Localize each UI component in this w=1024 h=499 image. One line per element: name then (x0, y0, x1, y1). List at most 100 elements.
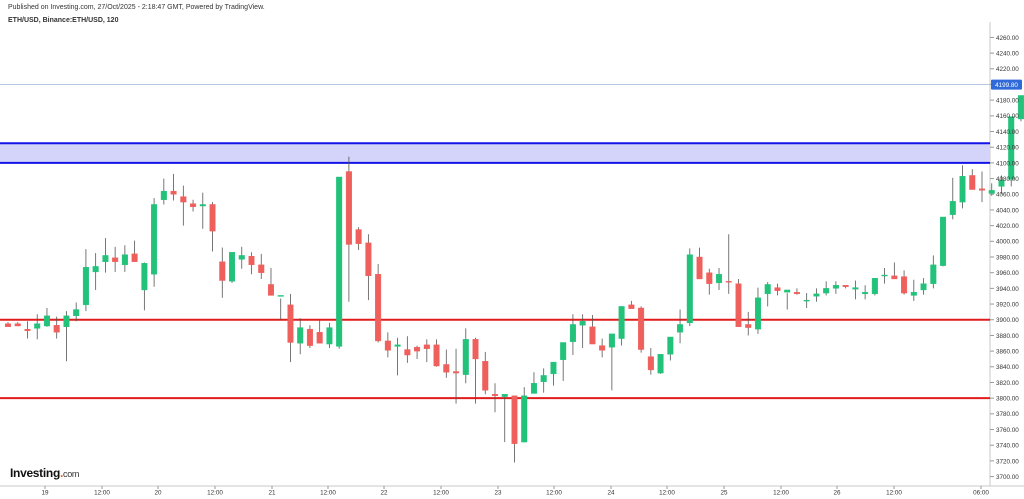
candle (14, 322, 21, 327)
y-tick-label: 3780.00 (996, 411, 1019, 418)
candle (112, 246, 119, 272)
investing-logo[interactable]: Investing.com (10, 466, 79, 480)
candle (199, 192, 206, 229)
candle-body (599, 345, 606, 351)
candle-body (453, 371, 460, 374)
candle-body (151, 204, 158, 275)
candle (988, 183, 995, 196)
y-tick-label: 4020.00 (996, 223, 1019, 230)
symbol-title: ETH/USD, Binance:ETH/USD, 120 (8, 17, 119, 24)
candle (180, 185, 187, 226)
candle (657, 354, 664, 374)
candle-body (190, 203, 197, 208)
candle-body (365, 242, 372, 277)
candle-body (423, 344, 430, 349)
candle (492, 383, 499, 413)
candle (579, 314, 586, 348)
candle-body (959, 176, 966, 203)
candle (754, 287, 761, 334)
candle-body (754, 297, 761, 330)
candle (472, 337, 479, 404)
candle (433, 339, 440, 367)
candle (618, 306, 625, 346)
candle (920, 278, 927, 295)
x-tick-label: 24 (607, 490, 615, 497)
candle-body (930, 264, 937, 284)
candle (209, 202, 216, 252)
candle (160, 178, 167, 205)
candle-body (404, 349, 411, 356)
price-axis[interactable]: 4260.004240.004220.004200.004180.004160.… (990, 35, 1019, 481)
candle (881, 267, 888, 284)
candle-body (628, 304, 635, 309)
candle (384, 332, 391, 358)
candle-body (608, 333, 615, 348)
candle-body (316, 332, 323, 344)
candle-body (638, 307, 645, 350)
candle-body (43, 315, 50, 327)
y-tick-label: 4240.00 (996, 50, 1019, 57)
logo-suffix: com (63, 469, 80, 479)
x-tick-label: 12:00 (773, 490, 789, 497)
candle (248, 252, 255, 275)
candle (394, 337, 401, 376)
candle-body (121, 254, 128, 266)
candle (530, 372, 537, 394)
y-tick-label: 3920.00 (996, 301, 1019, 308)
candle (1008, 116, 1015, 187)
candle-body (940, 216, 947, 266)
candle-body (180, 196, 187, 203)
candle-body (258, 264, 265, 273)
candle-body (988, 190, 995, 194)
candle (910, 279, 917, 301)
candle-body (706, 272, 713, 284)
candle (229, 252, 236, 283)
y-tick-label: 4060.00 (996, 192, 1019, 199)
candle-body (774, 287, 781, 291)
y-tick-label: 3700.00 (996, 474, 1019, 481)
candle-body (355, 229, 362, 244)
candle (277, 295, 284, 320)
candle (365, 234, 372, 301)
candle (453, 348, 460, 404)
candle (1017, 95, 1024, 122)
candle-body (306, 328, 313, 346)
candle-body (219, 261, 226, 281)
candle-body (1017, 95, 1024, 120)
candle (521, 387, 528, 443)
x-tick-label: 12:00 (546, 490, 562, 497)
candle-body (862, 292, 869, 295)
candle (560, 342, 567, 381)
candle (706, 268, 713, 295)
candle (628, 300, 635, 309)
x-tick-label: 26 (833, 490, 841, 497)
candle-body (34, 323, 41, 329)
time-axis[interactable]: 19 12:00 20 12:00 21 12:00 22 12:00 23 12:00 24 12:… (41, 486, 989, 497)
candle-body (881, 274, 888, 277)
candle-body (326, 327, 333, 345)
candle-body (998, 179, 1005, 187)
candle (745, 311, 752, 336)
candle-body (462, 339, 469, 375)
candle-body (647, 356, 654, 371)
candle (852, 280, 859, 300)
candle (832, 281, 839, 294)
price-badge-bg (991, 79, 1022, 90)
candle (501, 394, 508, 443)
candle-body (82, 266, 89, 306)
candle (141, 262, 148, 311)
candle-body (209, 204, 216, 232)
y-tick-label: 4000.00 (996, 239, 1019, 246)
candle-body (4, 323, 11, 327)
candle-body (832, 285, 839, 289)
candle (4, 322, 11, 327)
candle (842, 285, 849, 289)
candle-body (716, 274, 723, 284)
candle-body (803, 299, 810, 302)
y-tick-label: 3720.00 (996, 458, 1019, 465)
candle (686, 248, 693, 327)
candle (336, 176, 343, 349)
candle-body (764, 284, 771, 295)
candle (891, 262, 898, 280)
candle-body (910, 292, 917, 296)
